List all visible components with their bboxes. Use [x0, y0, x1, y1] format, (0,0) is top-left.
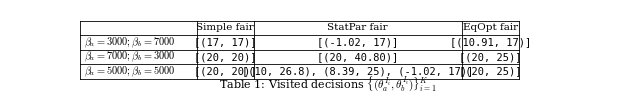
Text: [(10, 26.8), (8.39, 25), (-1.02, 17)]: [(10, 26.8), (8.39, 25), (-1.02, 17)] [242, 67, 474, 77]
Text: [(20, 25)]: [(20, 25)] [459, 67, 522, 77]
Text: $\beta_a = 3000; \beta_b = 7000$: $\beta_a = 3000; \beta_b = 7000$ [84, 35, 175, 50]
Text: $\beta_a = 7000; \beta_b = 3000$: $\beta_a = 7000; \beta_b = 3000$ [84, 50, 175, 64]
Text: Table 1: Visited decisions $\{(\theta_a^{I_i}, \theta_b^{I_i})\}_{i=1}^K$: Table 1: Visited decisions $\{(\theta_a^… [219, 75, 437, 93]
Text: [(20, 20)]: [(20, 20)] [194, 67, 257, 77]
Text: [(20, 25)]: [(20, 25)] [459, 52, 522, 62]
Text: [(20, 20)]: [(20, 20)] [194, 52, 257, 62]
Text: [(17, 17)]: [(17, 17)] [194, 37, 257, 47]
Text: StatPar fair: StatPar fair [328, 23, 388, 32]
Text: $\beta_a = 5000; \beta_b = 5000$: $\beta_a = 5000; \beta_b = 5000$ [84, 64, 175, 79]
Text: EqOpt fair: EqOpt fair [463, 23, 518, 32]
Text: [(-1.02, 17)]: [(-1.02, 17)] [317, 37, 398, 47]
Text: [(20, 40.80)]: [(20, 40.80)] [317, 52, 398, 62]
Text: Simple fair: Simple fair [196, 23, 254, 32]
Text: [(10.91, 17)]: [(10.91, 17)] [450, 37, 531, 47]
